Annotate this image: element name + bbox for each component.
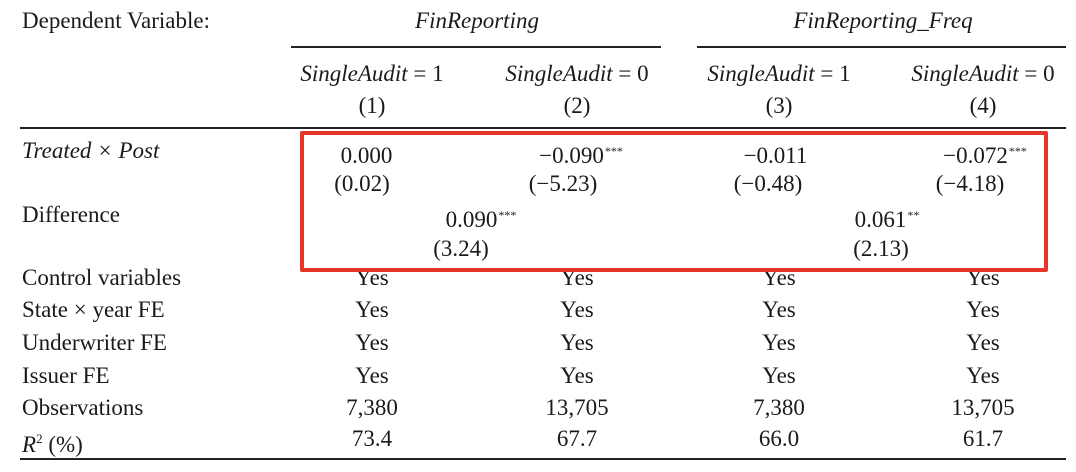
difference-value-2: 0.061** (854, 207, 920, 232)
tstat-treated-col3: (−0.48) (733, 171, 803, 196)
cell-underwriter-col2: Yes (560, 330, 594, 355)
bottom-rule (20, 458, 1066, 460)
cell-observations-col1: 7,380 (346, 395, 398, 420)
column-header-4: SingleAudit = 0 (911, 61, 1055, 86)
row-label-r-squared: R2 (%) (22, 431, 83, 457)
column-number-3: (3) (765, 93, 793, 118)
group-header-finreporting-freq: FinReporting_Freq (793, 8, 973, 33)
group2-underline (697, 46, 1066, 48)
cell-observations-col2: 13,705 (545, 395, 609, 420)
highlight-box (300, 131, 1048, 272)
row-label-observations: Observations (22, 395, 144, 420)
header-rule (20, 127, 1066, 129)
cell-state-year-col2: Yes (560, 297, 594, 322)
cell-state-year-col3: Yes (762, 297, 796, 322)
cell-underwriter-col3: Yes (762, 330, 796, 355)
cell-underwriter-col1: Yes (355, 330, 389, 355)
cell-issuer-col3: Yes (762, 363, 796, 388)
row-label-issuer-fe: Issuer FE (22, 363, 110, 388)
cell-issuer-col2: Yes (560, 363, 594, 388)
row-label-difference: Difference (22, 202, 120, 227)
cell-r2-col2: 67.7 (556, 426, 598, 451)
cell-observations-col4: 13,705 (951, 395, 1015, 420)
column-number-4: (4) (969, 93, 997, 118)
row-label-state-year-fe: State × year FE (22, 297, 165, 322)
coef-treated-col2: −0.090*** (539, 143, 623, 168)
coef-treated-col3: −0.011 (743, 143, 808, 168)
cell-r2-col3: 66.0 (758, 426, 800, 451)
row-label-control-variables: Control variables (22, 265, 182, 290)
coef-treated-col1: 0.000 (340, 143, 393, 168)
column-header-2: SingleAudit = 0 (505, 61, 649, 86)
cell-state-year-col4: Yes (966, 297, 1000, 322)
dependent-variable-label: Dependent Variable: (22, 8, 210, 33)
column-number-2: (2) (563, 93, 591, 118)
tstat-treated-col4: (−4.18) (935, 171, 1005, 196)
column-header-1: SingleAudit = 1 (300, 61, 444, 86)
difference-value-1: 0.090*** (445, 207, 517, 232)
tstat-treated-col2: (−5.23) (528, 171, 598, 196)
difference-tstat-1: (3.24) (433, 236, 489, 261)
tstat-treated-col1: (0.02) (334, 171, 390, 196)
row-label-treated-post: Treated × Post (22, 138, 160, 163)
column-header-3: SingleAudit = 1 (707, 61, 851, 86)
column-number-1: (1) (358, 93, 386, 118)
cell-underwriter-col4: Yes (966, 330, 1000, 355)
difference-tstat-2: (2.13) (853, 236, 909, 261)
coef-treated-col4: −0.072*** (943, 143, 1027, 168)
group1-underline (291, 46, 661, 48)
cell-issuer-col1: Yes (355, 363, 389, 388)
row-label-underwriter-fe: Underwriter FE (22, 330, 167, 355)
cell-r2-col1: 73.4 (351, 426, 393, 451)
cell-state-year-col1: Yes (355, 297, 389, 322)
cell-issuer-col4: Yes (966, 363, 1000, 388)
cell-observations-col3: 7,380 (753, 395, 805, 420)
group-header-finreporting: FinReporting (415, 8, 539, 33)
cell-r2-col4: 61.7 (962, 426, 1004, 451)
